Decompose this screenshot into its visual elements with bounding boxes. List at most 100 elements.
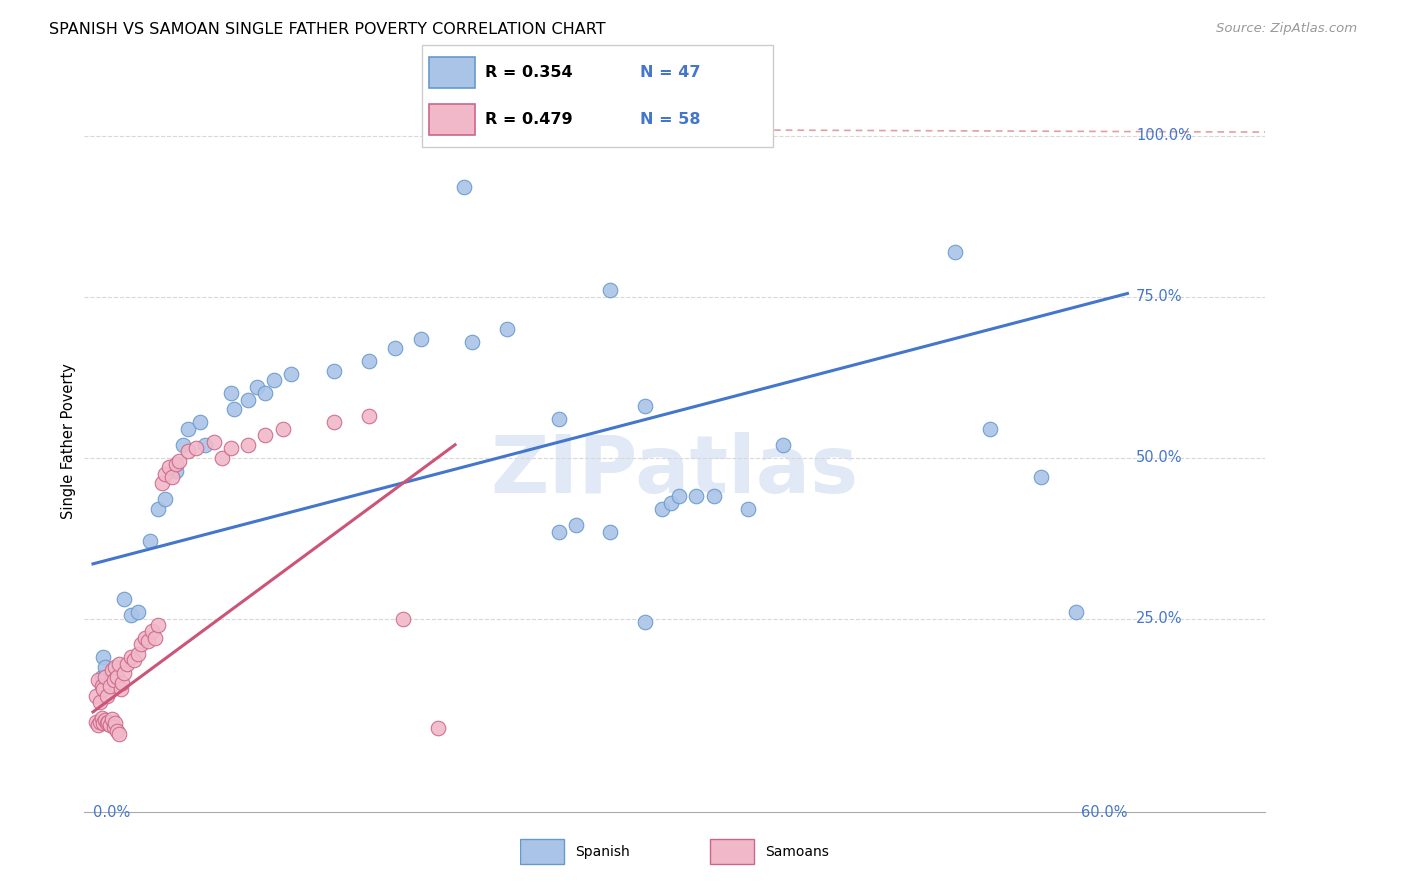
Point (127, 647, 149, 661)
Point (98, 679, 121, 693)
Point (105, 724, 128, 739)
Point (271, 422, 294, 436)
Point (659, 496, 682, 510)
Point (685, 489, 707, 503)
Text: ZIPatlas: ZIPatlas (491, 432, 859, 510)
Point (186, 441, 208, 455)
Point (172, 438, 194, 452)
Point (167, 454, 190, 468)
Text: R = 0.354: R = 0.354 (485, 65, 572, 79)
Point (103, 673, 125, 687)
Point (177, 444, 200, 458)
Point (599, 283, 621, 297)
Point (98, 718, 121, 732)
Point (91, 715, 114, 730)
Point (117, 657, 139, 671)
Point (219, 386, 242, 401)
Point (96, 715, 118, 730)
Point (155, 492, 177, 507)
Point (392, 611, 415, 625)
Point (104, 660, 127, 674)
Point (120, 650, 142, 665)
Point (323, 364, 346, 378)
Point (155, 467, 177, 481)
Point (157, 460, 180, 475)
Point (357, 354, 380, 368)
Point (148, 618, 170, 632)
Point (202, 434, 225, 449)
Point (124, 653, 146, 667)
Point (94, 714, 117, 728)
Text: Source: ZipAtlas.com: Source: ZipAtlas.com (1216, 22, 1357, 36)
Point (323, 415, 346, 429)
Point (211, 450, 233, 465)
Point (90, 711, 112, 725)
Point (453, 180, 475, 194)
Point (943, 244, 966, 259)
Point (120, 608, 142, 623)
Text: SPANISH VS SAMOAN SINGLE FATHER POVERTY CORRELATION CHART: SPANISH VS SAMOAN SINGLE FATHER POVERTY … (49, 22, 606, 37)
Point (112, 592, 135, 607)
Point (136, 634, 159, 648)
Point (87, 673, 110, 687)
Point (108, 657, 131, 671)
Point (1031, 470, 1053, 484)
Point (564, 518, 586, 533)
Text: N = 47: N = 47 (640, 65, 700, 79)
Point (1064, 605, 1087, 619)
Point (495, 322, 517, 336)
Point (194, 438, 217, 452)
Text: 50.0%: 50.0% (1136, 450, 1182, 465)
Point (108, 727, 131, 741)
Point (90, 669, 112, 683)
Y-axis label: Single Father Poverty: Single Father Poverty (60, 364, 76, 519)
Point (101, 663, 124, 677)
Point (246, 380, 269, 394)
Point (101, 712, 124, 726)
Point (1340, 370, 1362, 384)
Text: N = 58: N = 58 (640, 112, 700, 127)
Point (236, 392, 259, 407)
Point (384, 341, 406, 355)
Point (143, 631, 166, 645)
Point (254, 386, 277, 401)
Point (357, 409, 380, 423)
FancyBboxPatch shape (520, 839, 564, 864)
Point (150, 476, 173, 491)
Point (634, 615, 657, 629)
Point (104, 715, 127, 730)
Point (86, 714, 108, 729)
Point (86, 689, 108, 703)
Point (134, 631, 156, 645)
Text: 0.0%: 0.0% (93, 805, 131, 821)
Point (979, 422, 1001, 436)
Point (91, 650, 114, 665)
Point (165, 457, 187, 471)
Point (651, 502, 673, 516)
Point (141, 624, 163, 639)
Text: 75.0%: 75.0% (1136, 289, 1182, 304)
Point (188, 415, 211, 429)
Point (165, 463, 187, 477)
Point (110, 682, 132, 697)
Point (703, 489, 725, 503)
Point (547, 412, 569, 426)
Point (103, 720, 125, 734)
Point (148, 502, 170, 516)
Point (139, 534, 162, 549)
Point (409, 332, 432, 346)
Point (111, 676, 134, 690)
Point (97, 714, 120, 729)
Point (236, 438, 259, 452)
Point (426, 721, 449, 735)
Point (87, 718, 110, 732)
Point (90, 679, 112, 693)
FancyBboxPatch shape (710, 839, 754, 864)
FancyBboxPatch shape (429, 57, 475, 87)
Text: Samoans: Samoans (765, 845, 830, 859)
Point (219, 441, 242, 455)
Point (89, 695, 111, 709)
Point (112, 666, 135, 681)
Point (91, 682, 114, 697)
Point (224, 402, 246, 417)
